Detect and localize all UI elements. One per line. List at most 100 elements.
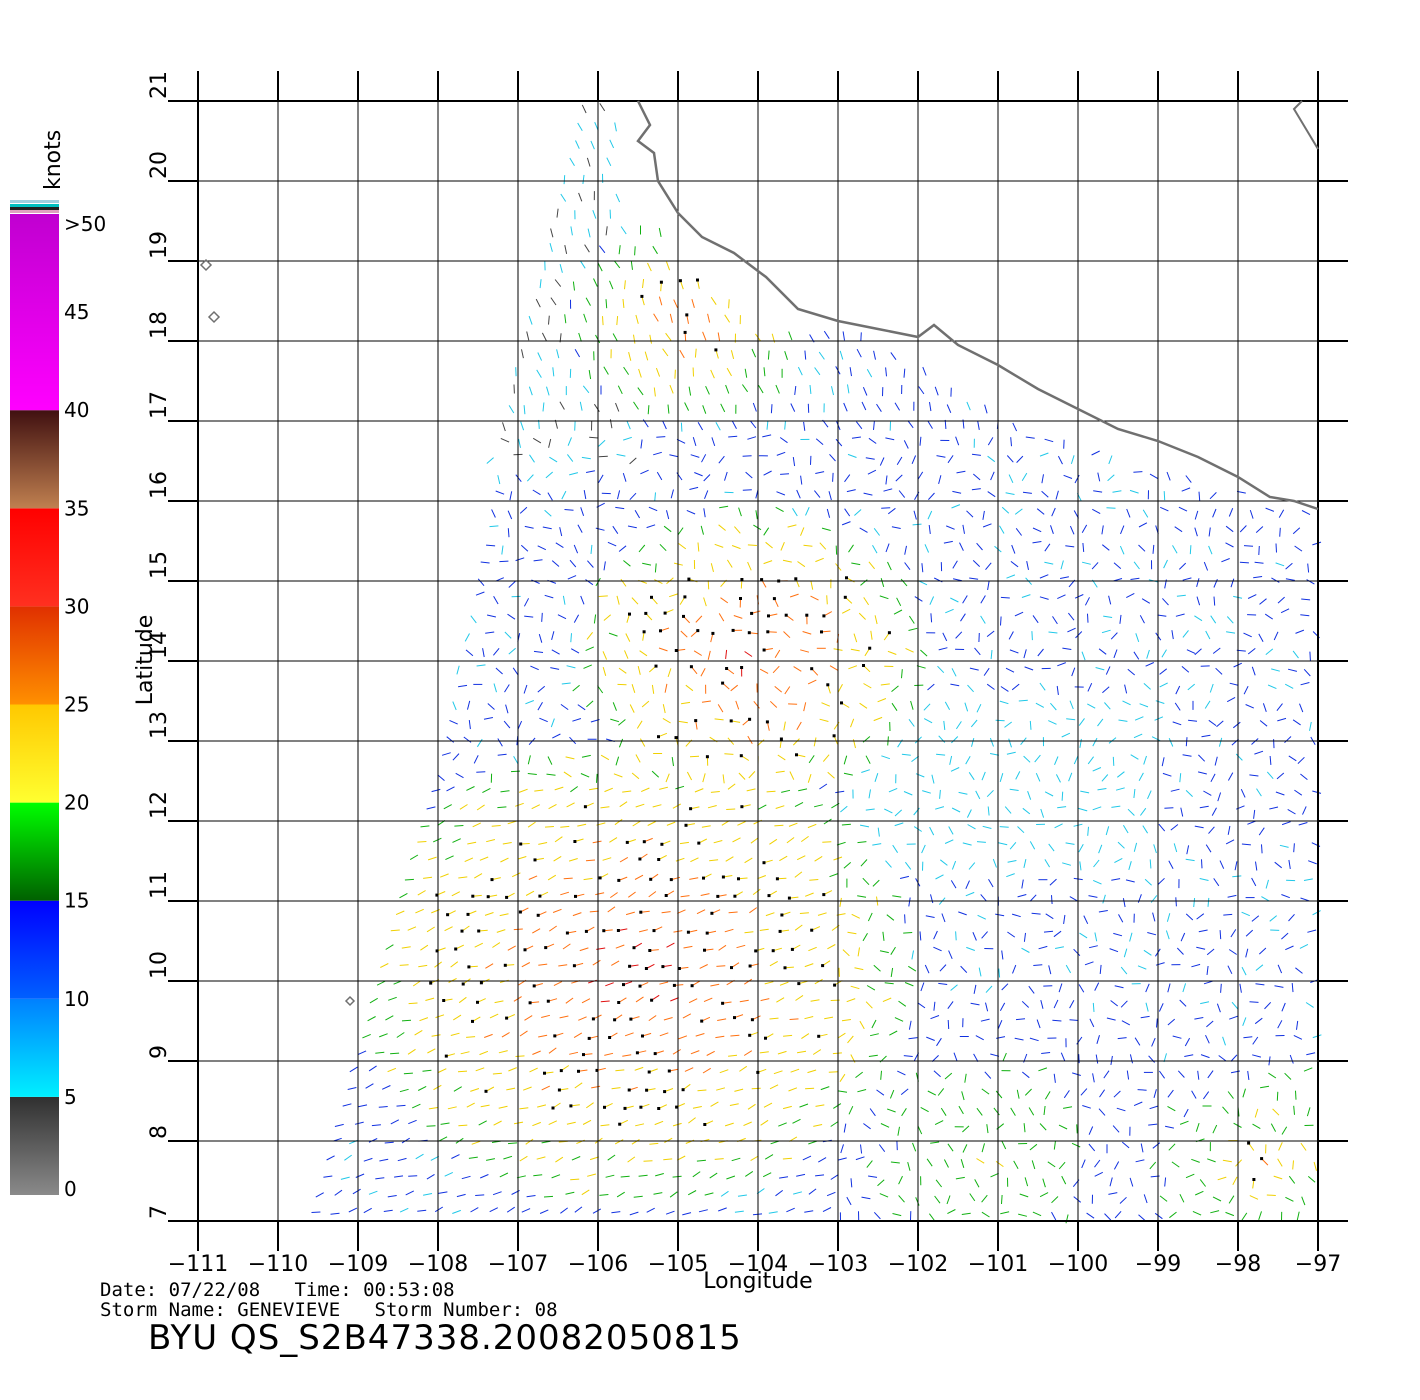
wind-vector bbox=[1157, 614, 1167, 617]
wind-vector bbox=[1232, 1176, 1238, 1186]
wind-vector bbox=[731, 1157, 741, 1162]
wind-vector bbox=[898, 1195, 905, 1203]
wind-vector bbox=[669, 454, 679, 458]
wind-vector bbox=[1143, 683, 1151, 690]
wind-vector bbox=[1161, 757, 1165, 767]
wind-vector bbox=[1073, 755, 1079, 765]
wind-vector bbox=[585, 646, 595, 652]
wind-vector bbox=[983, 667, 990, 676]
wind-vector bbox=[803, 421, 806, 431]
wind-vector bbox=[1226, 696, 1236, 703]
wind-vector bbox=[1001, 983, 1009, 991]
wind-vector bbox=[569, 1051, 579, 1055]
rain-flag bbox=[617, 878, 621, 882]
rain-flag bbox=[764, 1036, 767, 1040]
wind-vector bbox=[895, 474, 903, 482]
rain-flag bbox=[725, 667, 729, 670]
wind-vector bbox=[555, 1156, 564, 1163]
wind-vector bbox=[968, 862, 976, 870]
rain-flag bbox=[696, 629, 700, 633]
wind-vector bbox=[1247, 594, 1257, 599]
wind-vector bbox=[616, 595, 620, 605]
wind-vector bbox=[586, 1102, 594, 1109]
wind-vector bbox=[1264, 613, 1273, 620]
wind-vector bbox=[1226, 616, 1234, 624]
wind-vector bbox=[476, 804, 485, 811]
wind-vector bbox=[865, 1001, 873, 1009]
wind-vector bbox=[908, 897, 911, 907]
wind-vector bbox=[1022, 491, 1032, 494]
wind-vector bbox=[1133, 651, 1140, 660]
wind-vector bbox=[323, 1175, 333, 1178]
wind-vector bbox=[944, 1072, 953, 1080]
wind-vector bbox=[759, 1051, 769, 1054]
wind-vector bbox=[774, 686, 783, 693]
wind-vector bbox=[1269, 755, 1272, 765]
rain-flag bbox=[689, 807, 693, 811]
wind-vector bbox=[444, 926, 453, 932]
wind-vector bbox=[813, 804, 823, 808]
wind-vector bbox=[809, 879, 819, 881]
wind-vector bbox=[647, 405, 650, 415]
wind-vector bbox=[765, 912, 775, 917]
wind-vector bbox=[1151, 736, 1161, 742]
wind-vector bbox=[605, 982, 614, 987]
rain-flag bbox=[737, 877, 740, 881]
wind-vector bbox=[788, 822, 798, 827]
wind-vector bbox=[600, 806, 610, 809]
wind-vector bbox=[734, 526, 741, 534]
wind-vector bbox=[571, 1156, 581, 1161]
wind-vector bbox=[719, 505, 729, 509]
wind-vector bbox=[399, 892, 408, 899]
wind-vector bbox=[1021, 1071, 1030, 1079]
wind-vector bbox=[868, 789, 871, 799]
rain-flag bbox=[598, 876, 602, 880]
wind-vector bbox=[1151, 1037, 1156, 1047]
wind-vector bbox=[607, 1154, 616, 1161]
wind-vector bbox=[1241, 966, 1247, 976]
wind-vector bbox=[1227, 825, 1231, 835]
wind-vector bbox=[499, 1172, 509, 1178]
wind-vector bbox=[554, 279, 562, 287]
wind-vector bbox=[1241, 1212, 1248, 1221]
wind-vector bbox=[563, 877, 573, 880]
wind-vector bbox=[572, 718, 582, 722]
wind-vector bbox=[637, 387, 644, 396]
wind-vector bbox=[479, 856, 489, 861]
wind-vector bbox=[800, 475, 803, 485]
wind-vector bbox=[861, 769, 870, 773]
wind-vector bbox=[570, 648, 580, 654]
wind-vector bbox=[1303, 668, 1311, 677]
wind-vector bbox=[1069, 1019, 1079, 1021]
wind-vector bbox=[368, 1190, 378, 1195]
wind-vector bbox=[628, 351, 632, 361]
wind-vector bbox=[779, 855, 788, 862]
wind-vector bbox=[681, 701, 691, 705]
wind-vector bbox=[1189, 545, 1192, 555]
wind-vector bbox=[1154, 1212, 1163, 1220]
wind-vector bbox=[728, 299, 730, 309]
colorbar-label: 25 bbox=[64, 693, 89, 717]
wind-vector bbox=[1006, 873, 1015, 878]
wind-vector bbox=[1243, 545, 1254, 547]
wind-vector bbox=[1214, 756, 1218, 766]
rain-flag bbox=[721, 681, 725, 685]
wind-vector bbox=[598, 439, 606, 447]
wind-vector bbox=[1285, 578, 1295, 581]
wind-vector bbox=[507, 510, 513, 520]
wind-vector bbox=[1245, 929, 1254, 937]
wind-vector bbox=[819, 783, 828, 790]
wind-vector bbox=[452, 838, 461, 843]
wind-vector bbox=[863, 597, 870, 606]
wind-vector bbox=[1010, 1107, 1016, 1116]
wind-vector bbox=[850, 718, 855, 728]
wind-vector bbox=[1212, 1196, 1222, 1202]
wind-vector bbox=[494, 1000, 504, 1004]
wind-vector bbox=[1265, 648, 1274, 655]
wind-vector bbox=[1216, 1003, 1221, 1013]
wind-vector bbox=[917, 471, 924, 480]
wind-vector bbox=[607, 906, 616, 913]
rain-flag bbox=[603, 1105, 606, 1109]
wind-vector bbox=[541, 1085, 551, 1091]
wind-vectors bbox=[311, 103, 1322, 1224]
